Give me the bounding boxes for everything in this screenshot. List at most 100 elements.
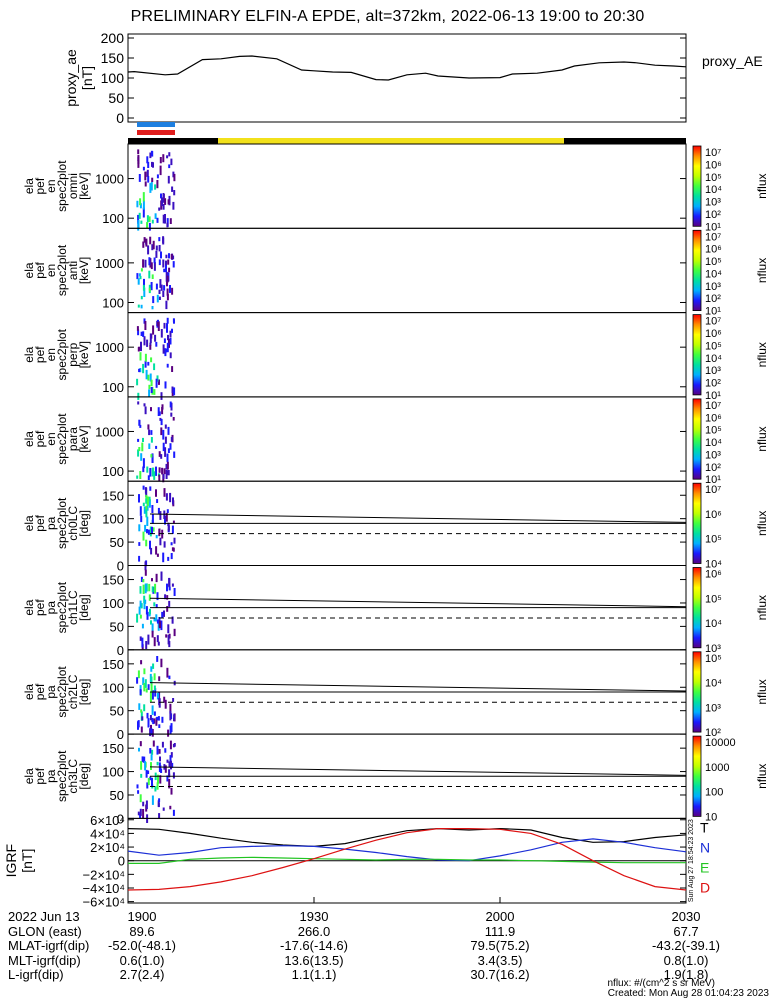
spectrogram-cell [165, 254, 168, 259]
spectrogram-cell [162, 474, 165, 479]
spectrogram-tick-label: 100 [102, 464, 124, 479]
footer-row-label: MLT-igrf(dip) [8, 952, 81, 968]
spectrogram-cell [169, 725, 172, 735]
spectrogram-ylabel-line: [deg] [77, 763, 91, 790]
spectrogram-ylabel-line: en [44, 348, 58, 361]
spectrogram-ylabel-line: spec2plot [55, 160, 69, 212]
colorbar-tick-label: 10² [705, 209, 721, 221]
spectrogram-cell [166, 606, 169, 612]
colorbar-tick-label: 10² [705, 462, 721, 474]
spectrogram-cell [160, 418, 163, 426]
spectrogram-cell [172, 417, 175, 421]
spectrogram-cell [150, 430, 153, 435]
spectrogram-cell [140, 773, 143, 778]
spectrogram-cell [140, 516, 143, 523]
spectrogram-cell [147, 529, 150, 535]
spectrogram-cell [167, 199, 170, 205]
spectrogram-cell [164, 381, 167, 389]
colorbar-para [692, 398, 702, 480]
spectrogram-cell [144, 406, 147, 415]
spectrogram-cell [157, 641, 160, 646]
spectrogram-cell [139, 794, 142, 803]
spectrogram-cell [167, 448, 170, 453]
spectrogram-cell [149, 152, 152, 159]
spectrogram-cell [169, 755, 172, 763]
spectrogram-ylabel-line: spec2plot [55, 497, 69, 549]
spectrogram-tick-label: 50 [110, 704, 124, 719]
spectrogram-cell [152, 240, 155, 250]
spectrogram-cell [164, 594, 167, 600]
spectrogram-cell [147, 245, 150, 255]
spectrogram-cell [138, 346, 141, 351]
spectrogram-cell [137, 329, 140, 336]
spectrogram-ylabel-line: pef [33, 430, 47, 447]
chart-title: PRELIMINARY ELFIN-A EPDE, alt=372km, 202… [130, 8, 645, 25]
spectrogram-cell [139, 636, 142, 641]
spectrogram-cell [167, 624, 170, 634]
spectrogram-cell [168, 761, 171, 768]
spectrogram-cell [149, 183, 152, 193]
spectrogram-cell [158, 467, 161, 473]
spectrogram-cell [163, 285, 166, 291]
spectrogram-cell [170, 787, 173, 795]
spectrogram-cell [138, 447, 141, 452]
spectrogram-cell [151, 630, 154, 638]
colorbar-tick-label: 10¹ [705, 306, 721, 318]
spectrogram-cell [166, 222, 169, 228]
footer-value: -52.0(-48.1) [108, 938, 176, 954]
spectrogram-cell [140, 341, 142, 352]
spectrogram-cell [138, 524, 141, 532]
spectrogram-cell [149, 715, 152, 721]
colorbar-tick-label: 10⁷ [705, 316, 721, 328]
spectrogram-tick-label: 150 [102, 657, 124, 672]
spectrogram-cell [138, 606, 141, 615]
colorbar-tick-label: 10⁴ [705, 618, 722, 630]
spectrogram-cell [151, 505, 154, 513]
spectrogram-cell [165, 469, 168, 479]
igrf-legend-D: D [700, 879, 710, 895]
spectrogram-cell [151, 795, 154, 805]
spectrogram-cell [168, 267, 171, 273]
spectrogram-tick-label: 1000 [95, 256, 124, 271]
spectrogram-cell [148, 499, 151, 508]
spectrogram-cell [170, 542, 173, 546]
colorbar-tick-label: 10² [705, 293, 721, 305]
spectrogram-cell [149, 540, 151, 550]
spectrogram-cell [145, 641, 148, 650]
spectrogram-cell [153, 389, 156, 395]
spectrogram-cell [157, 800, 160, 807]
spectrogram-ylabel-line: spec2plot [55, 244, 69, 296]
spectrogram-cell [147, 634, 150, 645]
spectrogram-cell [146, 516, 149, 526]
spectrogram-cell [165, 264, 167, 273]
colorbar-tick-label: 10⁴ [705, 437, 722, 449]
spectrogram-cell [145, 606, 148, 615]
spectrogram-cell [137, 155, 140, 165]
spectrogram-cell [159, 775, 162, 784]
spectrogram-ylabel-line: pa [44, 685, 58, 699]
footer-value: -43.2(-39.1) [652, 938, 720, 954]
spectrogram-ch2LC-cells [136, 656, 176, 737]
spectrogram-cell [153, 618, 156, 622]
spectrogram-cell [166, 317, 169, 324]
spectrogram-cell [166, 583, 168, 592]
spectrogram-cell [153, 363, 156, 371]
spectrogram-cell [162, 552, 165, 563]
spectrogram-cell [167, 729, 170, 737]
spectrogram-cell [139, 586, 142, 594]
spectrogram-cell [157, 321, 160, 327]
colorbar-label: nflux [755, 258, 769, 283]
spectrogram-cell [166, 667, 169, 678]
spectrogram-cell [153, 602, 156, 607]
spectrogram-cell [146, 501, 149, 511]
spectrogram-cell [171, 328, 173, 333]
spectrogram-cell [156, 174, 159, 179]
spectrogram-cell [160, 658, 163, 668]
igrf-series-N [127, 838, 687, 862]
colorbar-tick-label: 10³ [705, 281, 721, 293]
spectrogram-cell [136, 784, 139, 789]
spectrogram-cell [150, 150, 153, 156]
igrf-ylabel-unit: [nT] [19, 849, 35, 873]
created-stamp: Created: Mon Aug 28 01:04:23 2023 [607, 988, 769, 999]
spectrogram-cell [171, 366, 174, 372]
